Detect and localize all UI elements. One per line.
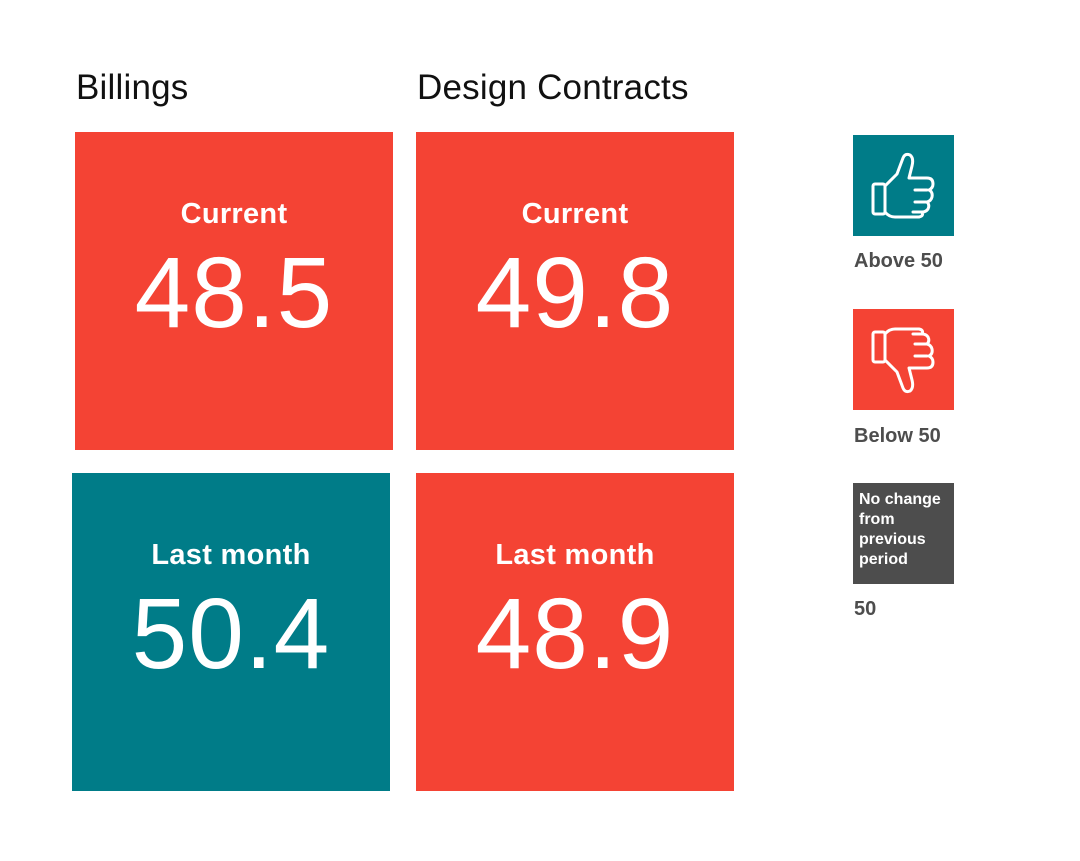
design-contracts-current-label: Current: [521, 198, 629, 230]
design-contracts-current-value: 49.8: [475, 237, 675, 349]
thumbs-down-icon: [871, 327, 934, 393]
legend-below-box: [853, 309, 954, 410]
legend-nochange-label: 50: [854, 598, 877, 620]
billings-last-month-value: 50.4: [131, 578, 331, 690]
billings-last-month-label: Last month: [151, 539, 311, 571]
billings-current-tile: Current 48.5: [75, 132, 393, 450]
design-contracts-last-month-tile: Last month 48.9: [416, 473, 734, 791]
billings-current-value: 48.5: [134, 237, 334, 349]
legend-nochange-text: No change from previous period: [859, 491, 941, 568]
billings-current-label: Current: [180, 198, 288, 230]
billings-last-month-tile: Last month 50.4: [72, 473, 390, 791]
legend-nochange-box: No change from previous period: [853, 483, 954, 584]
design-contracts-last-month-label: Last month: [495, 539, 655, 571]
design-contracts-title: Design Contracts: [417, 68, 689, 107]
thumbs-up-icon: [871, 152, 934, 218]
design-contracts-current-tile: Current 49.8: [416, 132, 734, 450]
legend-above-label: Above 50: [854, 250, 943, 272]
legend-above-box: [853, 135, 954, 236]
legend-below-label: Below 50: [854, 425, 941, 447]
design-contracts-last-month-value: 48.9: [475, 578, 675, 690]
billings-title: Billings: [76, 68, 189, 107]
